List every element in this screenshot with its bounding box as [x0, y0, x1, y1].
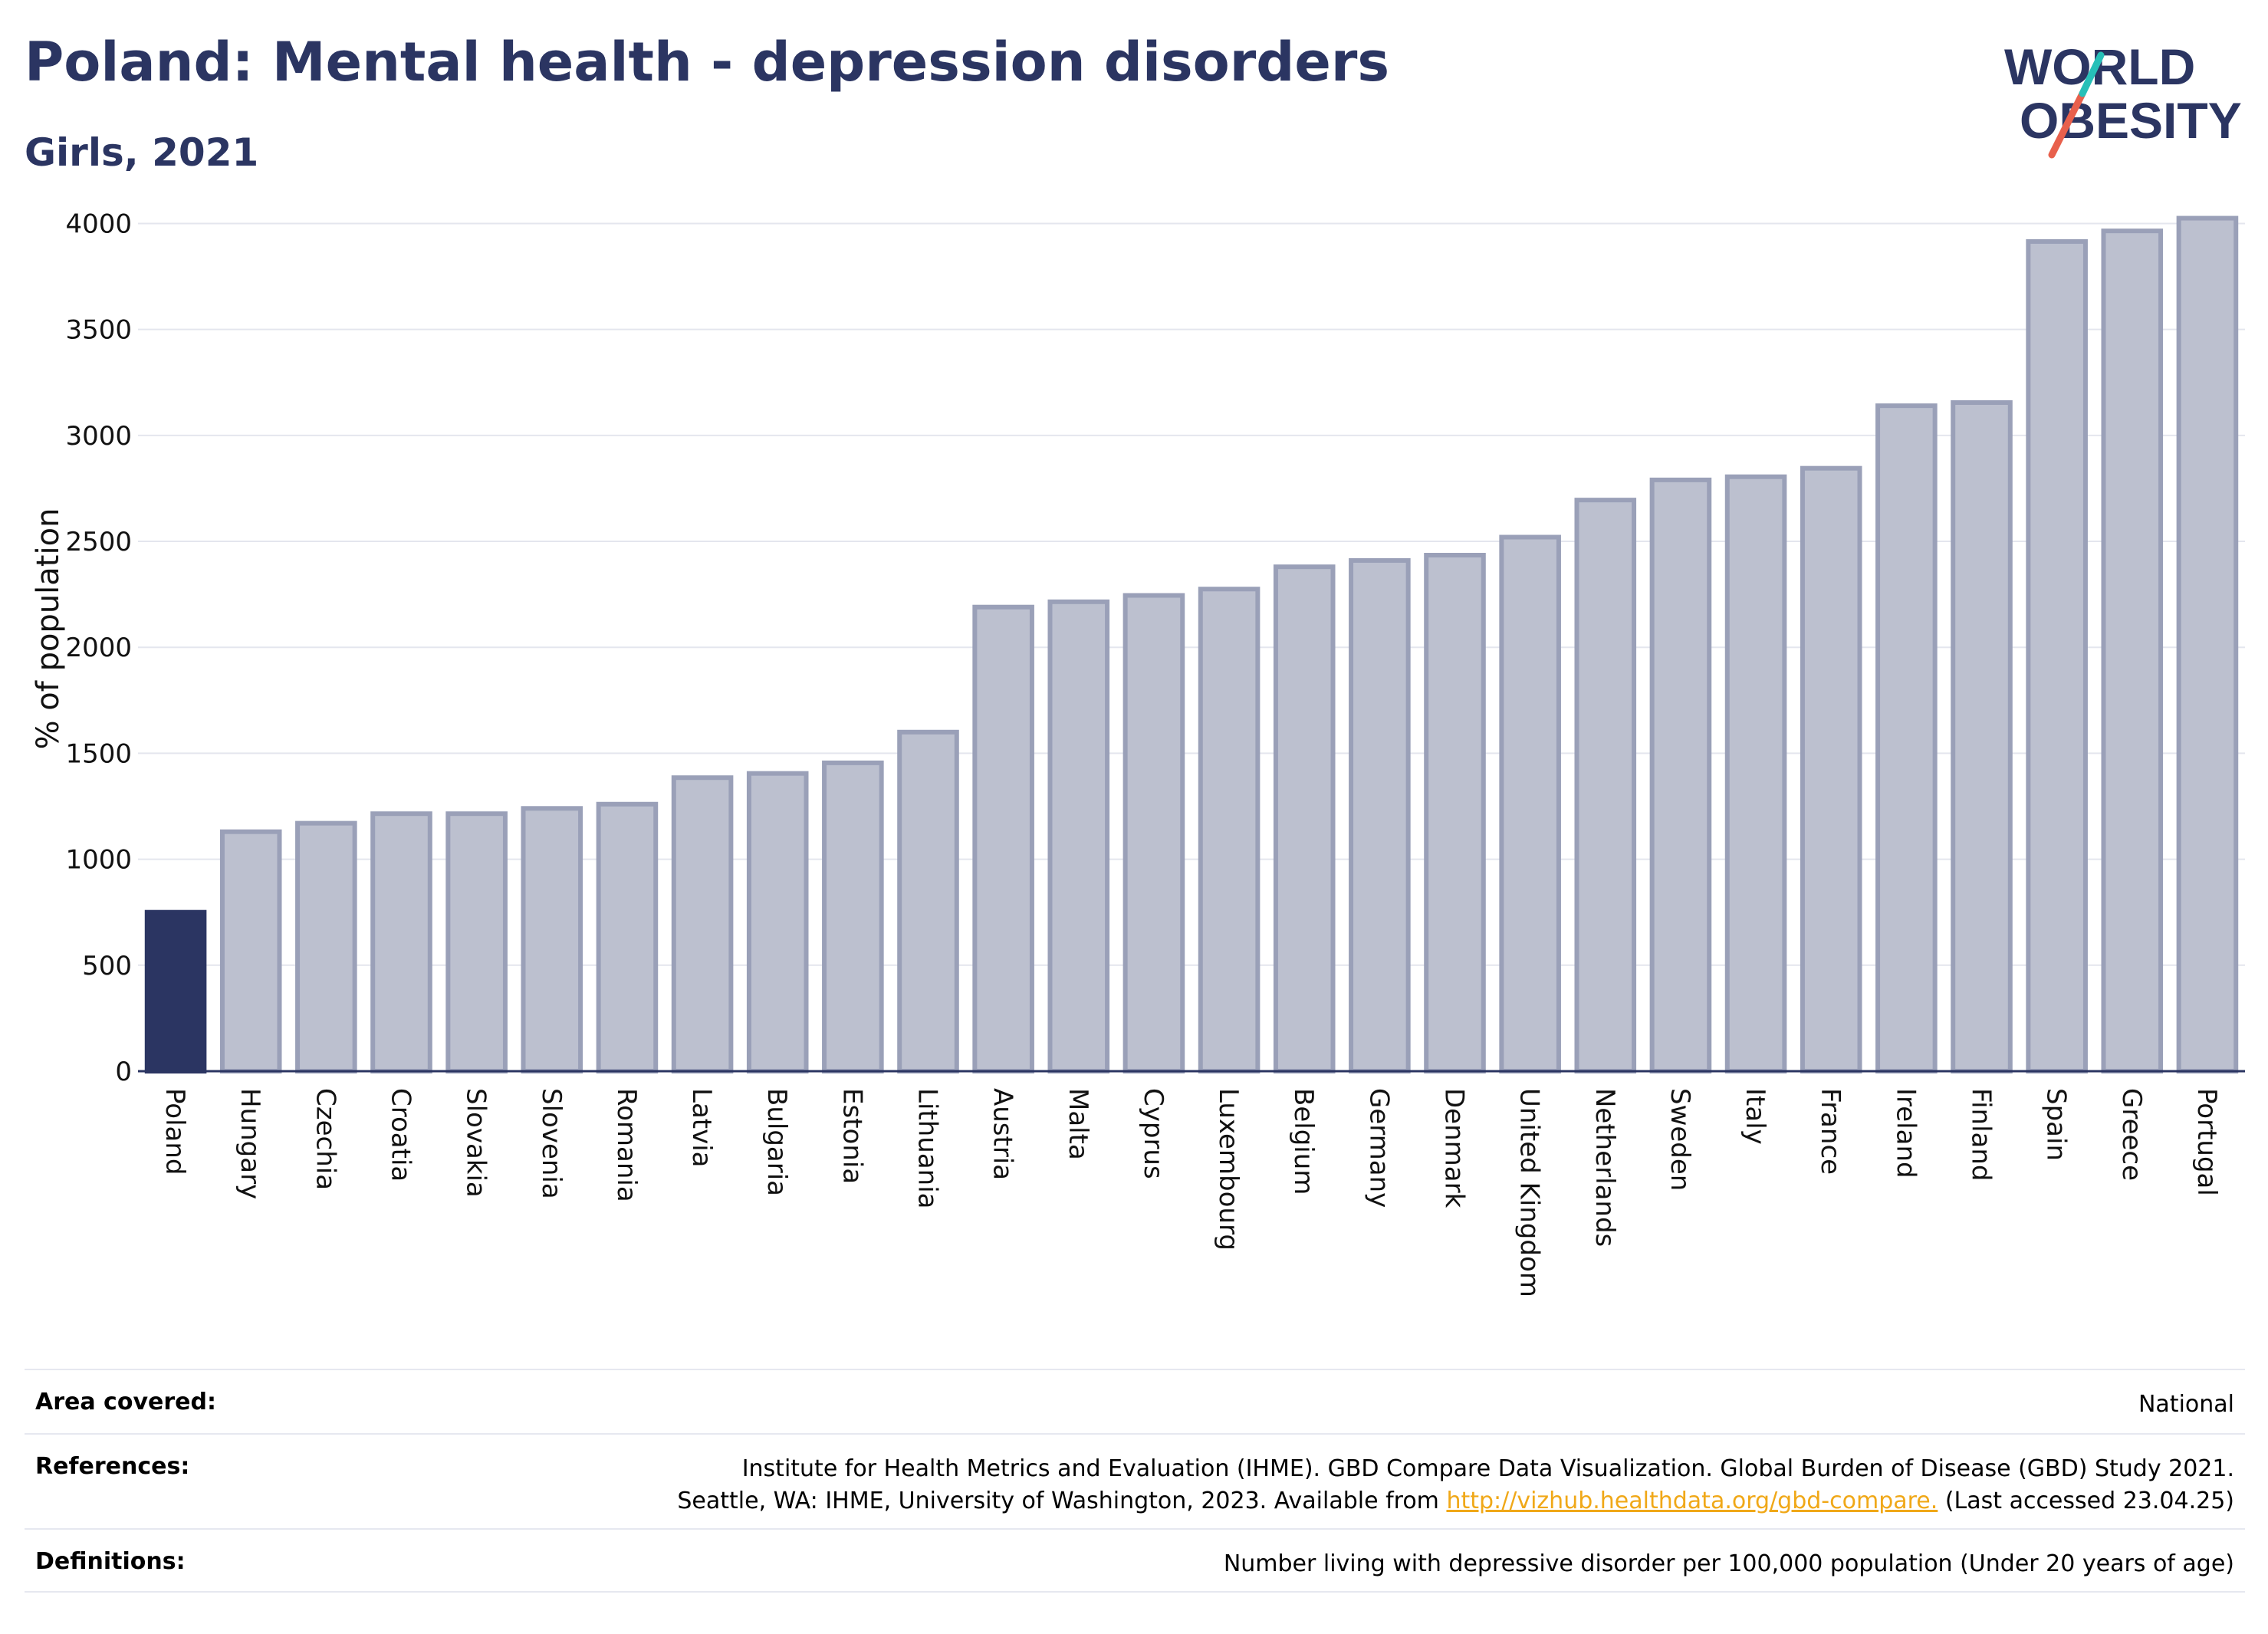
- metadata-table: Area covered: National References: Insti…: [25, 1369, 2245, 1593]
- x-tick-label: Lithuania: [912, 1088, 943, 1208]
- y-tick-label: 0: [115, 1057, 132, 1087]
- bar-belgium[interactable]: [1273, 564, 1336, 1073]
- world-obesity-logo: WORLD OBESITY: [2004, 38, 2242, 159]
- x-tick-label: Belgium: [1288, 1088, 1319, 1195]
- bar-estonia[interactable]: [822, 760, 884, 1073]
- x-tick-label: Estonia: [837, 1088, 867, 1184]
- references-link[interactable]: http://vizhub.healthdata.org/gbd-compare…: [1446, 1488, 1938, 1514]
- x-tick-label: Netherlands: [1589, 1088, 1620, 1247]
- bar-croatia[interactable]: [370, 811, 432, 1073]
- y-axis-ticks: 0 500 1000 1500 2000 2500 3000 3500 4000: [65, 209, 132, 1087]
- y-tick-label: 1500: [65, 738, 132, 769]
- y-axis-title: % of population: [31, 508, 66, 750]
- x-tick-label: Slovakia: [461, 1088, 491, 1198]
- x-tick-label: Luxembourg: [1213, 1088, 1244, 1251]
- logo-line-1: WORLD: [2004, 38, 2195, 95]
- y-tick-label: 2000: [65, 633, 132, 663]
- bar-france[interactable]: [1800, 465, 1862, 1073]
- bar-denmark[interactable]: [1424, 553, 1486, 1073]
- x-tick-label: Hungary: [235, 1088, 265, 1199]
- references-label: References:: [35, 1453, 190, 1480]
- bar-latvia[interactable]: [671, 775, 734, 1073]
- x-tick-label: Romania: [611, 1088, 642, 1202]
- references-line-1: Institute for Health Metrics and Evaluat…: [741, 1455, 2234, 1482]
- x-tick-label: Slovenia: [536, 1088, 567, 1199]
- bar-lithuania[interactable]: [897, 729, 959, 1073]
- bar-czechia[interactable]: [295, 820, 357, 1073]
- y-tick-label: 4000: [65, 209, 132, 239]
- bars: [144, 215, 2239, 1074]
- x-tick-label: Bulgaria: [761, 1088, 792, 1196]
- references-line-2-suffix: (Last accessed 23.04.25): [1938, 1488, 2234, 1514]
- bar-luxembourg[interactable]: [1198, 587, 1261, 1073]
- y-tick-label: 2500: [65, 527, 132, 557]
- area-label: Area covered:: [35, 1389, 216, 1415]
- x-tick-label: Portugal: [2191, 1088, 2222, 1196]
- bar-malta[interactable]: [1047, 599, 1110, 1073]
- x-tick-label: Denmark: [1439, 1088, 1470, 1208]
- meta-row-references: References: Institute for Health Metrics…: [25, 1433, 2245, 1528]
- y-tick-label: 1000: [65, 845, 132, 876]
- meta-row-definitions: Definitions: Number living with depressi…: [25, 1528, 2245, 1593]
- references-line-2-prefix: Seattle, WA: IHME, University of Washing…: [677, 1488, 1447, 1514]
- bar-cyprus[interactable]: [1122, 593, 1185, 1073]
- bar-sweden[interactable]: [1649, 477, 1712, 1073]
- area-value: National: [2138, 1391, 2234, 1418]
- bar-poland[interactable]: [144, 909, 207, 1073]
- definitions-value: Number living with depressive disorder p…: [1223, 1550, 2234, 1577]
- references-value: Institute for Health Metrics and Evaluat…: [677, 1453, 2234, 1517]
- x-tick-label: Cyprus: [1138, 1088, 1169, 1179]
- x-tick-label: Poland: [159, 1088, 190, 1175]
- meta-row-area: Area covered: National: [25, 1369, 2245, 1433]
- bar-greece[interactable]: [2101, 228, 2164, 1073]
- bar-germany[interactable]: [1349, 557, 1411, 1073]
- x-tick-label: Ireland: [1890, 1088, 1921, 1179]
- x-tick-label: Malta: [1063, 1088, 1093, 1160]
- chart-subtitle: Girls, 2021: [25, 130, 259, 175]
- x-tick-label: Greece: [2116, 1088, 2147, 1181]
- bar-finland[interactable]: [1951, 400, 2013, 1073]
- x-tick-label: Austria: [988, 1088, 1018, 1180]
- x-tick-label: Finland: [1966, 1088, 1997, 1182]
- bar-romania[interactable]: [596, 801, 659, 1074]
- definitions-label: Definitions:: [35, 1548, 186, 1575]
- x-tick-label: Croatia: [386, 1088, 416, 1182]
- y-tick-label: 3000: [65, 421, 132, 452]
- y-tick-label: 3500: [65, 315, 132, 346]
- x-tick-label: Sweden: [1665, 1088, 1695, 1191]
- bar-bulgaria[interactable]: [746, 771, 809, 1073]
- logo-slash-teal: [2079, 51, 2105, 97]
- x-tick-label: Italy: [1740, 1088, 1770, 1145]
- bar-united-kingdom[interactable]: [1499, 534, 1561, 1073]
- x-tick-label: France: [1815, 1088, 1846, 1175]
- bar-slovenia[interactable]: [521, 806, 583, 1074]
- x-tick-label: Czechia: [310, 1088, 340, 1190]
- bar-austria[interactable]: [972, 604, 1034, 1073]
- x-axis-ticks: Poland Hungary Czechia Croatia Slovakia Slove…: [159, 1088, 2222, 1297]
- x-tick-label: United Kingdom: [1514, 1088, 1545, 1297]
- bar-spain[interactable]: [2026, 238, 2088, 1074]
- x-tick-label: Germany: [1363, 1088, 1394, 1208]
- bar-portugal[interactable]: [2176, 215, 2239, 1073]
- bar-italy[interactable]: [1724, 474, 1787, 1073]
- bar-netherlands[interactable]: [1574, 498, 1637, 1073]
- y-tick-label: 500: [82, 951, 132, 981]
- x-tick-label: Latvia: [686, 1088, 717, 1168]
- bar-hungary[interactable]: [219, 829, 282, 1073]
- x-tick-label: Spain: [2041, 1088, 2072, 1161]
- logo-slash-red: [2048, 90, 2086, 159]
- chart-title: Poland: Mental health - depression disor…: [25, 31, 1390, 94]
- bar-chart: 0 500 1000 1500 2000 2500 3000 3500 4000 Poland H…: [31, 209, 2245, 1297]
- bar-slovakia[interactable]: [445, 811, 508, 1073]
- bar-ireland[interactable]: [1875, 403, 1938, 1073]
